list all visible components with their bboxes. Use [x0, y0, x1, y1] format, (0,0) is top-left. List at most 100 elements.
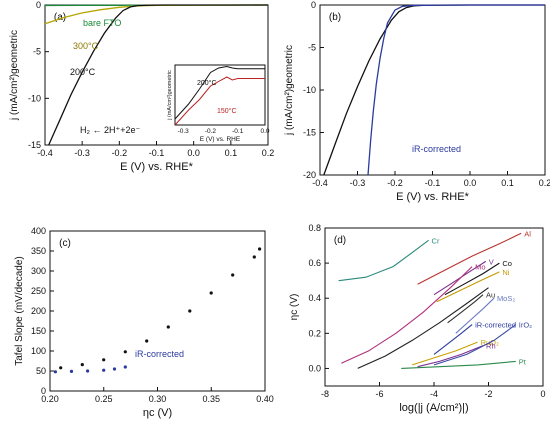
series-line — [338, 239, 429, 282]
series-label: Cr — [432, 236, 440, 245]
inset-y-label: j (mA/cm²)geometric — [167, 70, 173, 121]
y-axis-label: Tafel Slope (mV/decade) — [14, 256, 25, 366]
x-tick-label: 0.2 — [539, 178, 550, 188]
y-axis-label: j (mA/cm²)geometric — [9, 30, 20, 121]
x-axis-label: ηc (V) — [143, 407, 172, 419]
legend-ir-corrected: iR-corrected — [135, 349, 184, 359]
legend-bare-fto: bare FTO — [83, 18, 121, 28]
y-tick-label: 0.4 — [308, 293, 321, 303]
series-line — [455, 297, 495, 334]
x-tick-label: 0.20 — [41, 394, 59, 404]
x-tick-label: 0.1 — [225, 148, 238, 158]
data-point-ir — [102, 368, 106, 372]
data-point — [166, 325, 170, 329]
series-line — [433, 324, 517, 366]
x-tick-label: -0.1 — [425, 178, 441, 188]
series-label: MoS₂ — [497, 294, 515, 303]
y-tick-label: -15 — [28, 140, 41, 150]
x-tick-label: 0.0 — [187, 148, 200, 158]
data-point — [102, 358, 106, 362]
panel-d: -8 -6 -4 -2 0 0.0 0.2 0.4 0.6 0.8 (d) log(|j (A/cm²… — [289, 223, 546, 414]
series-label: Ni — [502, 268, 509, 277]
x-tick-label: 0.1 — [501, 178, 514, 188]
x-tick-label: -0.2 — [387, 178, 403, 188]
series-line — [436, 271, 500, 303]
y-tick-label: -15 — [303, 128, 316, 138]
panel-a: -0.4 -0.3 -0.2 -0.1 0.0 0.1 0.2 0 -5 -10 -15 (a) E (… — [9, 0, 274, 173]
data-point — [209, 291, 213, 295]
legend-300c: 300°C — [73, 41, 99, 51]
panel-label: (d) — [334, 235, 346, 246]
y-tick-label: 0.0 — [308, 363, 321, 373]
x-tick-label: 0.2 — [262, 148, 275, 158]
data-point — [188, 309, 192, 313]
panel-label: (a) — [54, 12, 66, 23]
data-point-ir — [123, 365, 127, 369]
data-point — [145, 339, 149, 343]
data-point-ir — [69, 369, 74, 373]
series-label: Al — [524, 229, 531, 238]
inset-curve-200c — [174, 65, 265, 120]
series-line — [433, 324, 473, 355]
x-axis-label: log(|j (A/cm²)|) — [399, 402, 468, 414]
data-point — [123, 350, 127, 354]
series-line — [417, 345, 484, 368]
y-tick-label: 350 — [31, 246, 46, 256]
y-tick-label: 0 — [311, 0, 316, 10]
series-line — [444, 262, 500, 296]
inset-curve-150c — [174, 76, 265, 126]
x-tick-label: -0.4 — [37, 148, 53, 158]
series-label: iR-corrected — [475, 321, 516, 330]
y-tick-label: 250 — [31, 286, 46, 296]
y-tick-label: 300 — [31, 266, 46, 276]
y-tick-label: 100 — [31, 346, 46, 356]
data-point — [59, 366, 63, 370]
legend-ir-corrected: iR-corrected — [412, 144, 461, 154]
y-tick-label: -20 — [303, 170, 316, 180]
x-tick-label: -8 — [321, 389, 329, 399]
inset-label-200c: 200°C — [197, 79, 217, 87]
inset-x-tick: 0.0 — [260, 128, 269, 135]
x-tick-label: -4 — [430, 389, 438, 399]
inset-x-label: E (V) vs. RHE — [200, 136, 241, 143]
inset-frame — [174, 64, 266, 126]
x-axis-label: E (V) vs. RHE* — [396, 191, 469, 203]
data-point-ir — [86, 369, 90, 373]
x-tick-label: -0.2 — [112, 148, 128, 158]
x-tick-label: -0.4 — [312, 178, 328, 188]
x-tick-label: -0.3 — [74, 148, 90, 158]
series-line — [367, 4, 545, 176]
x-tick-label: 0 — [540, 389, 545, 399]
y-axis-label: ηc (V) — [289, 294, 300, 321]
y-tick-label: 0.8 — [308, 223, 321, 233]
series-label: V — [489, 257, 494, 266]
series-label: Rh — [486, 342, 496, 351]
y-axis-label: j (mA/cm²)geometric — [284, 45, 295, 136]
panel-label: (b) — [329, 12, 341, 23]
inset-x-tick: -0.1 — [232, 128, 244, 135]
panel-b: -0.4 -0.3 -0.2 -0.1 0.0 0.1 0.2 0 -5 -10 -15 -20 (b)… — [284, 0, 550, 203]
data-point — [258, 247, 262, 251]
data-point — [231, 273, 235, 277]
panel-c: 0.20 0.25 0.30 0.35 0.40 0 50 100 150 200 250 300 35… — [14, 226, 274, 419]
y-tick-label: 0 — [41, 386, 46, 396]
y-tick-label: 200 — [31, 306, 46, 316]
x-tick-label: 0.25 — [95, 394, 113, 404]
x-tick-label: -2 — [484, 389, 492, 399]
x-tick-label: 0.35 — [202, 394, 220, 404]
series-line — [447, 294, 484, 324]
y-tick-label: 0 — [36, 0, 41, 10]
y-tick-label: -10 — [28, 93, 41, 103]
panel-label: (c) — [59, 238, 71, 249]
data-point — [252, 255, 256, 259]
y-tick-label: 0.6 — [308, 258, 321, 268]
data-point-ir — [112, 367, 117, 371]
x-tick-label: -0.1 — [149, 148, 165, 158]
series-line — [412, 341, 478, 366]
x-tick-label: 0.40 — [256, 394, 274, 404]
series-line — [401, 360, 516, 369]
series-label: IrO₂ — [519, 321, 532, 330]
data-point-ir — [53, 370, 58, 374]
inset-x-tick: -0.3 — [178, 128, 190, 135]
